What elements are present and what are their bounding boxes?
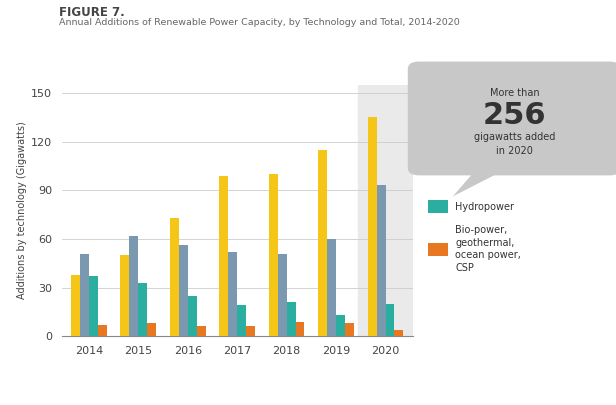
Bar	[138, 283, 147, 336]
Bar	[89, 276, 98, 336]
Bar	[129, 236, 138, 336]
Text: gigawatts added
in 2020: gigawatts added in 2020	[474, 132, 555, 156]
Bar	[386, 304, 394, 336]
Bar	[188, 296, 197, 336]
Text: FIGURE 7.: FIGURE 7.	[59, 6, 124, 19]
Text: Solar PV: Solar PV	[455, 117, 496, 126]
Bar	[246, 326, 255, 336]
Bar	[147, 323, 156, 336]
Y-axis label: Additions by technology (Gigawatts): Additions by technology (Gigawatts)	[17, 122, 26, 299]
Bar	[197, 326, 206, 336]
Text: Annual Additions of Renewable Power Capacity, by Technology and Total, 2014-2020: Annual Additions of Renewable Power Capa…	[59, 18, 460, 27]
Bar	[394, 330, 403, 336]
Text: Hydropower: Hydropower	[455, 202, 514, 211]
Bar	[219, 176, 229, 336]
Bar	[269, 174, 278, 336]
Bar	[286, 302, 296, 336]
Bar	[336, 315, 345, 336]
Bar	[121, 255, 129, 336]
Bar	[368, 117, 376, 336]
Bar	[170, 218, 179, 336]
Text: 256: 256	[482, 101, 546, 130]
Text: Wind power: Wind power	[455, 159, 513, 169]
Bar	[179, 245, 188, 336]
Bar	[345, 323, 354, 336]
Bar	[327, 239, 336, 336]
Bar	[229, 252, 237, 336]
Bar	[359, 85, 413, 336]
Text: Bio-power,
geothermal,
ocean power,
CSP: Bio-power, geothermal, ocean power, CSP	[455, 226, 521, 273]
Bar	[98, 325, 107, 336]
Bar	[80, 254, 89, 336]
Text: More than: More than	[490, 88, 539, 98]
Bar	[376, 185, 386, 336]
Bar	[71, 275, 80, 336]
Bar	[296, 322, 304, 336]
Bar	[318, 150, 327, 336]
Bar	[278, 254, 286, 336]
Bar	[237, 305, 246, 336]
